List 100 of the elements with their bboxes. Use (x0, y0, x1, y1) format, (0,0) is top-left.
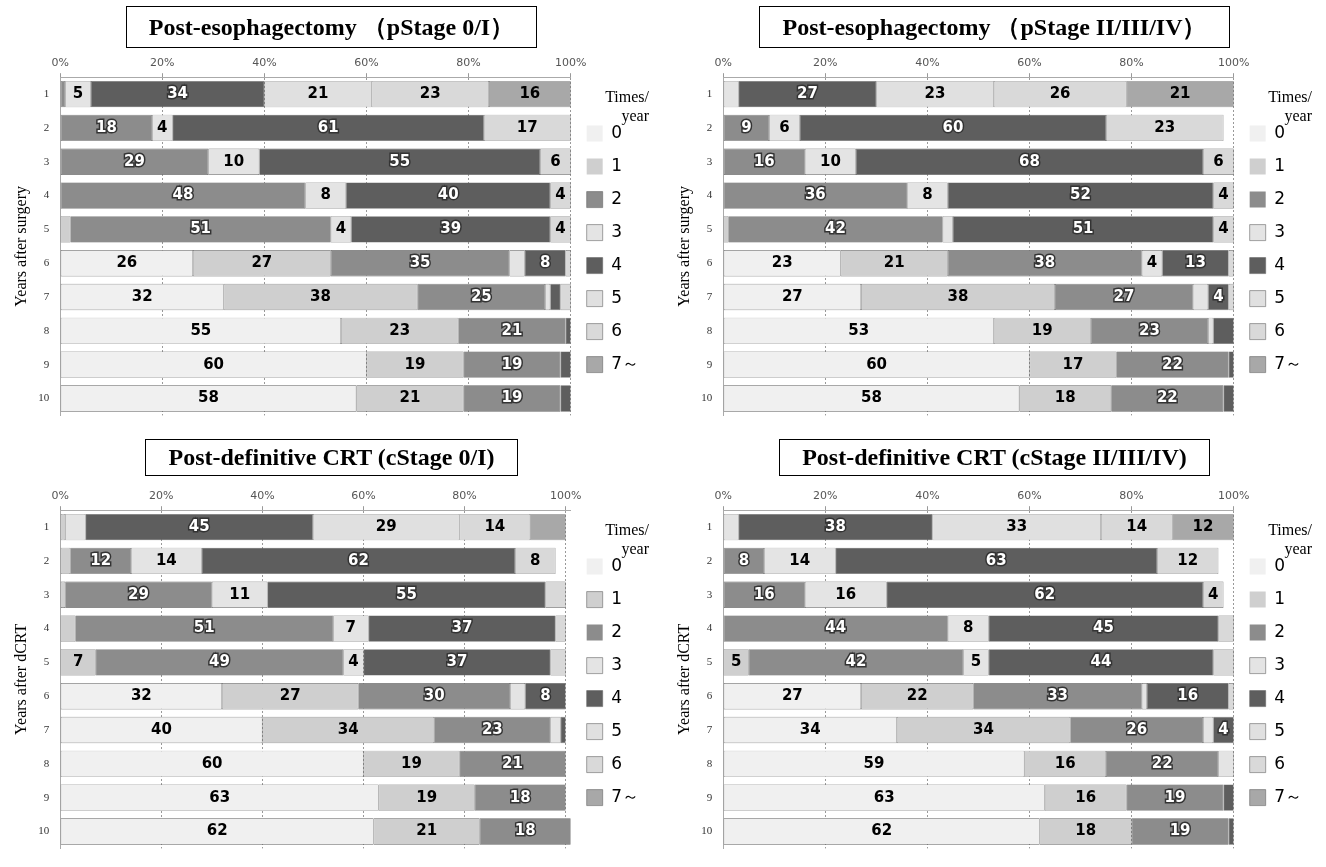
data-label: 16 (753, 584, 775, 603)
data-label: 4 (1218, 719, 1229, 738)
x-tick-label: 80% (456, 56, 481, 70)
y-tick-label: 1 (706, 520, 713, 532)
data-label: 6 (779, 117, 790, 136)
x-tick-label: 100% (1217, 489, 1250, 503)
chart-title: Post-esophagectomy （pStage II/III/IV） (759, 6, 1230, 48)
data-label: 8 (922, 185, 933, 204)
x-tick-label: 0% (51, 489, 69, 503)
data-label: 60 (942, 117, 964, 136)
data-label: 17 (516, 117, 538, 136)
data-label: 39 (440, 219, 462, 238)
data-label: 16 (835, 584, 857, 603)
data-label: 19 (1031, 320, 1053, 339)
y-tick-label: 9 (706, 790, 713, 803)
data-label: 19 (401, 753, 422, 772)
x-tick-label: 0% (714, 56, 732, 70)
data-label: 10 (223, 151, 245, 170)
y-axis-title: Years after dCRT (11, 623, 29, 735)
data-label: 18 (509, 787, 531, 806)
y-tick-label: 3 (43, 587, 50, 600)
data-label: 4 (1146, 253, 1158, 272)
data-label: 22 (906, 686, 928, 705)
y-tick-label: 6 (706, 689, 713, 702)
y-tick-label: 9 (43, 790, 50, 803)
y-tick-label: 10 (38, 391, 50, 404)
data-label: 21 (501, 320, 523, 339)
y-tick-label: 6 (43, 689, 50, 702)
legend-label: 3 (1274, 221, 1286, 242)
legend-label: 4 (1274, 254, 1286, 275)
legend-label: 5 (1274, 720, 1286, 741)
data-label: 37 (446, 652, 468, 671)
x-tick-label: 0% (51, 56, 69, 70)
x-tick-label: 40% (915, 489, 940, 503)
chart-title: Post-definitive CRT (cStage II/III/IV) (779, 439, 1210, 476)
x-tick-label: 40% (250, 489, 275, 503)
data-label: 27 (781, 686, 803, 705)
data-label: 21 (502, 753, 523, 772)
legend-label: 6 (1274, 753, 1286, 774)
data-label: 62 (206, 821, 228, 840)
data-label: 42 (845, 652, 867, 671)
data-label: 26 (116, 253, 138, 272)
data-label: 17 (1062, 354, 1084, 373)
data-label: 4 (555, 219, 566, 238)
data-label: 33 (1047, 686, 1068, 705)
data-label: 14 (484, 517, 506, 535)
data-label: 23 (419, 84, 441, 102)
y-tick-label: 8 (43, 756, 50, 769)
y-tick-label: 9 (43, 357, 50, 370)
data-label: 60 (201, 753, 223, 772)
legend-label: 2 (611, 621, 623, 642)
data-label: 30 (423, 686, 445, 705)
data-label: 22 (1156, 388, 1178, 407)
data-label: 27 (279, 686, 301, 705)
y-tick-label: 3 (43, 154, 50, 167)
data-label: 27 (781, 286, 803, 305)
data-label: 62 (347, 550, 369, 569)
data-label: 12 (90, 550, 112, 569)
data-label: 61 (317, 117, 339, 136)
y-tick-label: 9 (706, 357, 713, 370)
data-label: 16 (519, 84, 541, 102)
legend-label: 3 (1274, 654, 1286, 675)
data-label: 40 (437, 185, 459, 204)
y-tick-label: 7 (43, 289, 50, 302)
data-label: 19 (1164, 787, 1186, 806)
y-tick-label: 4 (706, 621, 713, 634)
data-label: 18 (1054, 388, 1076, 407)
y-axis-title: Years after surgery (11, 185, 30, 307)
x-tick-label: 100% (1217, 56, 1250, 70)
data-label: 18 (514, 821, 536, 840)
data-label: 34 (973, 719, 994, 738)
data-label: 40 (151, 719, 172, 738)
data-label: 34 (167, 84, 189, 102)
data-label: 8 (540, 686, 551, 705)
x-tick-label: 80% (1119, 489, 1144, 503)
y-tick-label: 5 (43, 655, 50, 668)
data-label: 7 (345, 618, 357, 637)
data-label: 4 (335, 219, 347, 238)
x-tick-label: 60% (354, 56, 379, 70)
data-label: 8 (320, 185, 331, 204)
data-label: 8 (530, 550, 541, 569)
x-tick-label: 60% (1017, 489, 1042, 503)
data-label: 68 (1019, 151, 1040, 170)
data-label: 51 (190, 219, 212, 238)
legend-label: 4 (1274, 687, 1286, 708)
data-label: 21 (399, 388, 421, 407)
data-label: 27 (1113, 286, 1135, 305)
data-label: 4 (1218, 219, 1229, 238)
y-tick-label: 2 (706, 553, 713, 566)
x-tick-label: 20% (150, 56, 175, 70)
data-label: 4 (348, 652, 359, 671)
x-tick-label: 40% (915, 56, 940, 70)
data-label: 21 (1169, 84, 1191, 102)
y-tick-label: 10 (38, 824, 50, 837)
y-tick-label: 7 (43, 722, 50, 735)
data-label: 55 (190, 320, 212, 339)
legend-label: 1 (611, 155, 623, 176)
y-tick-label: 2 (43, 120, 50, 133)
legend-label: 3 (611, 221, 623, 242)
legend-label: 4 (611, 687, 623, 708)
